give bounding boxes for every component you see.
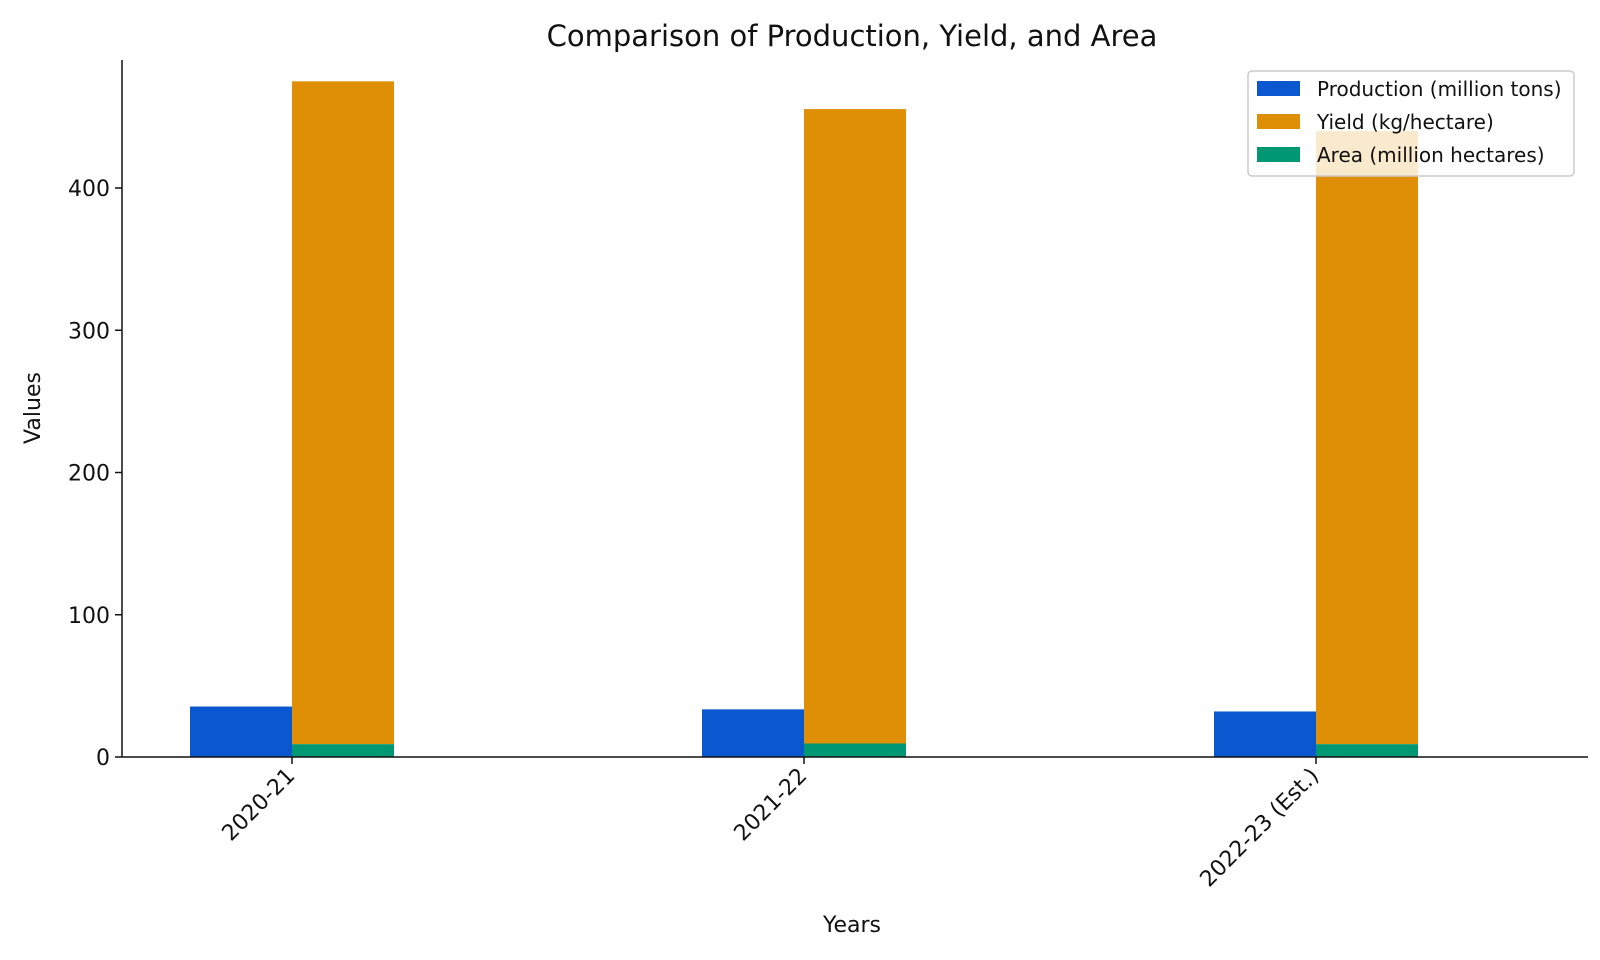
legend-box	[1247, 70, 1575, 177]
y-tick-label-2: 200	[68, 462, 110, 487]
bar-yield-2	[1316, 131, 1418, 745]
bar-area-1	[804, 743, 906, 757]
x-tick-label-2: 2022-23 (Est.)	[1196, 764, 1325, 893]
legend-swatch-2	[1257, 147, 1300, 162]
chart-title: Comparison of Production, Yield, and Are…	[547, 19, 1158, 53]
legend-label-1: Yield (kg/hectare)	[1316, 110, 1494, 134]
y-tick-label-4: 400	[68, 177, 110, 202]
bar-yield-0	[292, 81, 394, 745]
legend-label-2: Area (million hectares)	[1317, 143, 1545, 167]
bar-area-2	[1316, 744, 1418, 757]
legend-swatch-0	[1257, 81, 1300, 96]
bar-production-2	[1214, 711, 1316, 757]
legend-label-0: Production (million tons)	[1317, 77, 1562, 101]
y-tick-label-3: 300	[68, 319, 110, 344]
bar-yield-1	[804, 109, 906, 744]
x-axis-label: Years	[822, 913, 881, 938]
bar-area-0	[292, 744, 394, 757]
y-tick-label-1: 100	[68, 604, 110, 629]
x-tick-label-1: 2021-22	[730, 764, 813, 847]
bars	[190, 81, 1418, 757]
y-tick-label-0: 0	[96, 746, 110, 771]
bar-production-0	[190, 706, 292, 757]
x-tick-label-0: 2020-21	[218, 764, 301, 847]
legend: Production (million tons) Yield (kg/hecta…	[1247, 70, 1575, 177]
bar-production-1	[702, 709, 804, 757]
y-axis-label: Values	[21, 372, 46, 444]
legend-swatch-1	[1257, 114, 1300, 129]
